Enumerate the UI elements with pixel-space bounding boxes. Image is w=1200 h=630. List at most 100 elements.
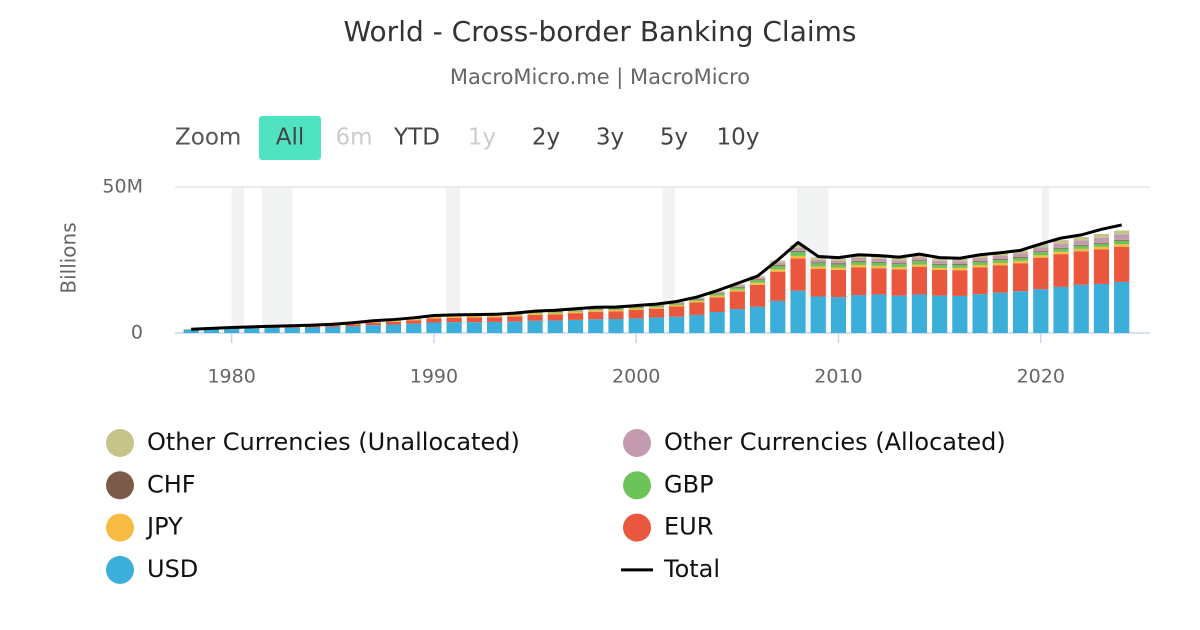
bar-segment (1012, 250, 1029, 254)
range-button-label: 6m (335, 125, 372, 151)
bar-segment (810, 266, 826, 269)
bar-segment (851, 255, 867, 258)
legend-label[interactable]: JPY (145, 513, 183, 541)
bar-segment (770, 269, 786, 272)
bar-segment (527, 314, 543, 321)
bar-segment (1093, 237, 1110, 243)
range-button-label: All (276, 125, 305, 151)
range-button[interactable]: 10y (717, 125, 760, 151)
range-buttons: All 6m YTD 1y 2y 3y 5y 10y (259, 116, 759, 160)
bar-segment (648, 306, 665, 308)
chart-title: World - Cross-border Banking Claims (344, 15, 857, 48)
range-button[interactable]: 3y (596, 125, 624, 151)
bar-segment (729, 285, 745, 287)
legend-label[interactable]: USD (147, 555, 198, 583)
bar-segment (304, 326, 321, 328)
bar-segment (770, 262, 786, 265)
bar-segment (648, 307, 665, 309)
y-tick-label: 50M (102, 176, 143, 198)
bar-segment (770, 271, 786, 301)
shaded-range (261, 187, 293, 333)
range-button-label: 5y (660, 125, 688, 151)
legend-label[interactable]: EUR (664, 513, 713, 541)
x-tick-label: 2010 (814, 366, 862, 388)
range-button: 6m (335, 125, 372, 151)
bar-segment (891, 264, 907, 268)
bar-segment (810, 296, 826, 333)
bar-segment (972, 255, 988, 258)
bar-segment (709, 297, 725, 312)
range-button-label: 3y (596, 125, 624, 151)
bar-segment (911, 294, 927, 333)
bar-segment (972, 267, 988, 295)
bar-segment (385, 320, 402, 322)
bar-segment (1012, 291, 1029, 333)
bar-segment (1093, 249, 1110, 284)
bar-segment (770, 265, 786, 270)
bar-segment (790, 251, 806, 256)
bar-segment (385, 324, 402, 333)
bar-segment (1093, 242, 1110, 244)
bar-segment (345, 326, 361, 333)
bar-segment (547, 311, 563, 313)
bar-segment (972, 294, 988, 333)
range-button[interactable]: 5y (660, 125, 688, 151)
bar-segment (1033, 255, 1049, 258)
legend-swatch (106, 555, 134, 584)
range-button[interactable]: YTD (393, 125, 440, 151)
bar-segment (709, 311, 725, 333)
bar-segment (487, 317, 503, 322)
shaded-range (446, 187, 461, 333)
bar-segment (871, 294, 887, 333)
zoom-label: Zoom (175, 125, 241, 151)
range-button[interactable]: 2y (532, 125, 560, 151)
range-button[interactable]: All (259, 116, 321, 160)
bar-segment (1073, 244, 1089, 246)
bar-segment (365, 321, 381, 323)
bar-segment (406, 323, 422, 333)
bar-segment (851, 260, 867, 262)
bar-segment (709, 295, 725, 298)
bar-segment (466, 322, 482, 333)
bar-segment (669, 304, 685, 307)
legend-label[interactable]: Other Currencies (Unallocated) (147, 428, 520, 456)
bar-segment (891, 267, 907, 270)
bar-segment (1053, 240, 1069, 244)
bar-segment (527, 312, 543, 314)
bar-segment (1033, 257, 1049, 290)
legend-label[interactable]: GBP (664, 470, 714, 498)
legend-label[interactable]: Total (663, 555, 720, 583)
bar-segment (426, 316, 442, 319)
bar-segment (1114, 240, 1130, 245)
bar-segment (406, 319, 422, 321)
bar-segment (830, 263, 847, 265)
bar-segment (810, 268, 826, 297)
legend-swatch (106, 471, 134, 500)
bar-segment (689, 300, 705, 303)
bar-segment (426, 322, 442, 333)
bar-segment (709, 293, 725, 294)
bar-segment (952, 270, 968, 296)
bar-segment (830, 258, 847, 261)
bar-segment (790, 244, 806, 248)
range-button-label: 1y (468, 125, 496, 151)
x-tick-label: 1980 (207, 366, 255, 388)
legend-swatch (623, 513, 651, 542)
bar-segment (911, 264, 927, 267)
legend-label[interactable]: Other Currencies (Allocated) (664, 428, 1006, 456)
bar-segment (1093, 246, 1110, 250)
bar-segment (932, 295, 948, 333)
bar-segment (952, 261, 968, 265)
bar-segment (224, 328, 240, 333)
bar-segment (851, 264, 867, 268)
bar-segment (992, 265, 1008, 293)
legend-label[interactable]: CHF (147, 470, 196, 498)
bar-segment (669, 316, 685, 333)
bar-segment (325, 326, 341, 333)
legend-swatch (106, 513, 134, 542)
bar-segment (365, 322, 381, 326)
bar-segment (992, 292, 1008, 333)
bar-segment (952, 264, 968, 265)
bar-segment (689, 302, 705, 315)
